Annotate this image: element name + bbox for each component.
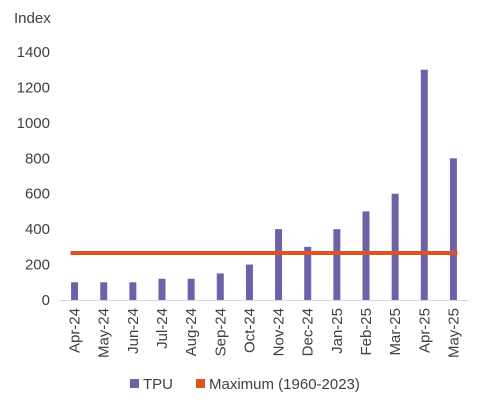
y-tick-label: 1000: [17, 115, 50, 132]
x-tick-label: Dec-24: [300, 308, 317, 356]
x-tick-label: Apr-25: [416, 308, 433, 353]
bars: [71, 69, 457, 300]
x-tick-label: May-24: [96, 308, 113, 358]
bar-nov-24: [275, 229, 283, 300]
x-axis-labels: Apr-24 May-24 Jun-24 Jul-24 Aug-24 Sep-24 Oct-…: [67, 308, 463, 358]
bar-sep-24: [216, 273, 224, 300]
bar-apr-24: [71, 282, 79, 300]
y-axis-ticks: 0 200 400 600 800 1000 1200 1400: [17, 44, 50, 309]
bar-dec-24: [304, 246, 312, 300]
x-tick-label: Sep-24: [212, 308, 229, 356]
x-tick-label: Oct-24: [241, 308, 258, 353]
x-tick-label: Nov-24: [271, 308, 288, 356]
legend-swatch-tpu: [130, 379, 139, 388]
x-tick-label: Feb-25: [358, 308, 375, 356]
x-tick-label: Jun-24: [125, 308, 142, 354]
bar-may-24: [100, 282, 108, 300]
bar-may-25: [449, 158, 457, 300]
x-tick-label: May-25: [445, 308, 462, 358]
y-tick-label: 800: [25, 150, 50, 167]
bar-oct-24: [245, 264, 253, 300]
x-tick-label: Apr-24: [67, 308, 84, 353]
x-tick-label: Aug-24: [183, 308, 200, 356]
x-tick-label: Mar-25: [387, 308, 404, 356]
y-tick-label: 200: [25, 257, 50, 274]
x-tick-label: Jan-25: [329, 308, 346, 354]
bar-feb-25: [362, 211, 370, 300]
legend-label-tpu: TPU: [143, 376, 173, 393]
bar-jan-25: [333, 229, 341, 300]
legend: TPU Maximum (1960-2023): [130, 376, 360, 393]
y-tick-label: 600: [25, 186, 50, 203]
y-tick-label: 1400: [17, 44, 50, 61]
legend-label-maximum: Maximum (1960-2023): [209, 376, 360, 393]
y-tick-label: 400: [25, 221, 50, 238]
legend-swatch-maximum: [196, 379, 205, 388]
bar-jun-24: [129, 282, 137, 300]
bar-aug-24: [187, 278, 195, 300]
y-tick-label: 0: [42, 292, 50, 309]
y-axis-title: Index: [14, 10, 51, 27]
x-tick-label: Jul-24: [154, 308, 171, 349]
bar-jul-24: [158, 278, 166, 300]
y-tick-label: 1200: [17, 79, 50, 96]
bar-mar-25: [391, 193, 399, 300]
bar-apr-25: [420, 69, 428, 300]
